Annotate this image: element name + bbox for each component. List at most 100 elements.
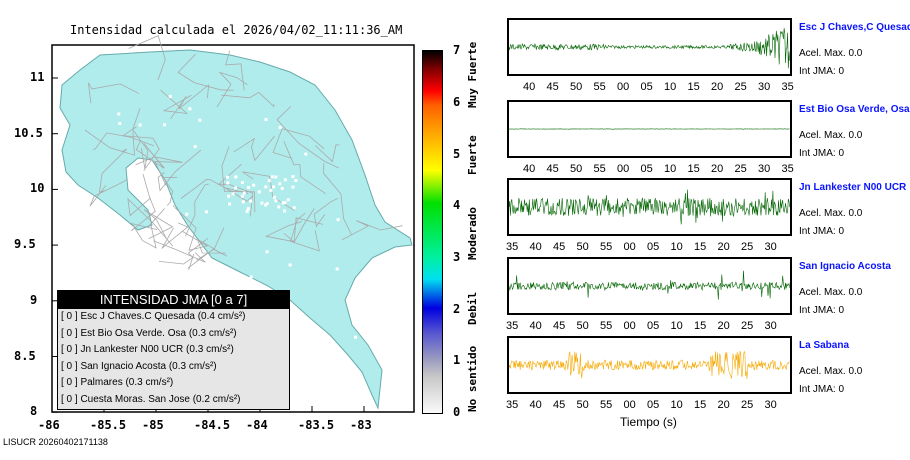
station-marker [249, 275, 253, 279]
station-marker [242, 191, 246, 195]
time-tick-label: 45 [546, 81, 559, 93]
colorbar-tick-label: 0 [453, 405, 461, 419]
time-tick-label: 40 [523, 163, 536, 175]
time-tick-label: 55 [593, 81, 606, 93]
station-marker [247, 186, 251, 190]
footer-id: LISUCR 20260402171138 [3, 437, 108, 447]
time-tick-label: 15 [694, 399, 707, 411]
lon-tick-label: -85 [142, 418, 164, 432]
station-marker [124, 245, 128, 249]
station-marker [234, 186, 238, 190]
int-jma: Int JMA: 0 [799, 66, 845, 77]
time-tick-label: 00 [623, 399, 636, 411]
acel-max: Acel. Max. 0.0 [799, 208, 863, 219]
time-tick-label: 05 [640, 163, 653, 175]
int-jma: Int JMA: 0 [799, 226, 845, 237]
acel-max: Acel. Max. 0.0 [799, 287, 863, 298]
time-tick-label: 15 [687, 163, 700, 175]
station-marker [257, 190, 261, 194]
colorbar-tick-label: 6 [453, 94, 461, 109]
int-jma: Int JMA: 0 [799, 148, 845, 159]
intensity-legend: INTENSIDAD JMA [0 a 7] [ 0 ] Esc J Chave… [57, 290, 290, 410]
legend-row: [ 0 ] Cuesta Moras. San Jose (0.2 cm/s²) [61, 393, 241, 405]
acel-max: Acel. Max. 0.0 [799, 48, 863, 59]
time-tick-label: 30 [764, 320, 777, 332]
legend-row: [ 0 ] Esc J Chaves.C Quesada (0.4 cm/s²) [61, 311, 246, 322]
station-marker [188, 107, 192, 111]
station-marker [283, 178, 287, 182]
station-marker [274, 199, 278, 203]
legend-row: [ 0 ] Jn Lankester N00 UCR (0.3 cm/s²) [61, 344, 234, 355]
time-tick-label: 40 [529, 320, 542, 332]
station-marker [185, 212, 189, 216]
time-tick-label: 35 [506, 241, 519, 253]
station-marker [274, 175, 278, 179]
station-name: San Ignacio Acosta [799, 261, 891, 272]
lat-tick-label: 11 [30, 70, 45, 84]
time-tick-label: 50 [576, 241, 589, 253]
seismogram-trace [508, 28, 790, 69]
time-tick-label: 10 [670, 241, 683, 253]
station-marker [264, 118, 268, 122]
station-marker [272, 185, 276, 189]
lon-tick-label: -86 [38, 418, 60, 432]
station-marker [245, 209, 249, 213]
lon-tick-label: -83.5 [298, 418, 335, 432]
time-tick-label: 55 [600, 241, 613, 253]
seismogram-panel [507, 100, 792, 158]
time-tick-label: 30 [758, 81, 771, 93]
time-tick-label: 45 [553, 320, 566, 332]
time-tick-label: 25 [734, 163, 747, 175]
station-marker [249, 199, 253, 203]
seismogram-panel [507, 336, 792, 394]
time-tick-label: 20 [717, 399, 730, 411]
station-marker [265, 201, 269, 205]
colorbar-tick-label: 2 [453, 301, 461, 316]
map-title: Intensidad calculada el 2026/04/02_11:11… [70, 23, 403, 37]
station-marker [118, 121, 122, 125]
lat-tick-label: 10 [30, 181, 45, 196]
time-tick-label: 55 [593, 163, 606, 175]
station-marker [246, 207, 250, 211]
costa-rica-land [59, 49, 413, 410]
station-marker [288, 263, 292, 267]
time-tick-label: 30 [764, 399, 777, 411]
x-axis-label: Tiempo (s) [620, 415, 677, 429]
colorbar-tick-label: 5 [453, 146, 461, 161]
colorbar-tick-label: 7 [453, 43, 461, 58]
station-marker [117, 112, 121, 116]
station-marker [252, 183, 256, 187]
colorbar-category-label: Debil [466, 291, 479, 325]
time-tick-label: 05 [647, 399, 660, 411]
lon-tick-label: -84 [246, 418, 268, 432]
station-marker [163, 123, 167, 127]
lon-tick-label: -84.5 [194, 418, 231, 432]
time-tick-label: 50 [570, 163, 583, 175]
station-marker [240, 194, 244, 198]
time-tick-label: 25 [734, 81, 747, 93]
colorbar-category-label: Muy Fuerte [466, 41, 479, 108]
time-tick-label: 25 [741, 241, 754, 253]
colorbar-category-label: Fuerte [466, 135, 479, 175]
station-marker [171, 206, 175, 210]
station-marker [227, 194, 231, 198]
time-tick-label: 10 [670, 320, 683, 332]
time-tick-label: 30 [764, 241, 777, 253]
station-marker [336, 218, 340, 222]
time-tick-label: 05 [640, 81, 653, 93]
station-marker [270, 175, 274, 179]
station-marker [260, 201, 264, 205]
station-marker [265, 250, 269, 254]
station-marker [150, 285, 154, 289]
time-tick-label: 10 [670, 399, 683, 411]
station-name: Esc J Chaves,C Quesada [799, 22, 910, 33]
legend-title: INTENSIDAD JMA [0 a 7] [58, 291, 289, 309]
time-tick-label: 05 [647, 320, 660, 332]
station-marker [168, 95, 172, 99]
lat-tick-label: 10.5 [14, 125, 43, 140]
time-tick-label: 20 [717, 241, 730, 253]
station-marker [198, 118, 202, 122]
time-tick-label: 35 [506, 320, 519, 332]
legend-row: [ 0 ] Palmares (0.3 cm/s²) [61, 377, 174, 388]
time-tick-label: 50 [570, 81, 583, 93]
